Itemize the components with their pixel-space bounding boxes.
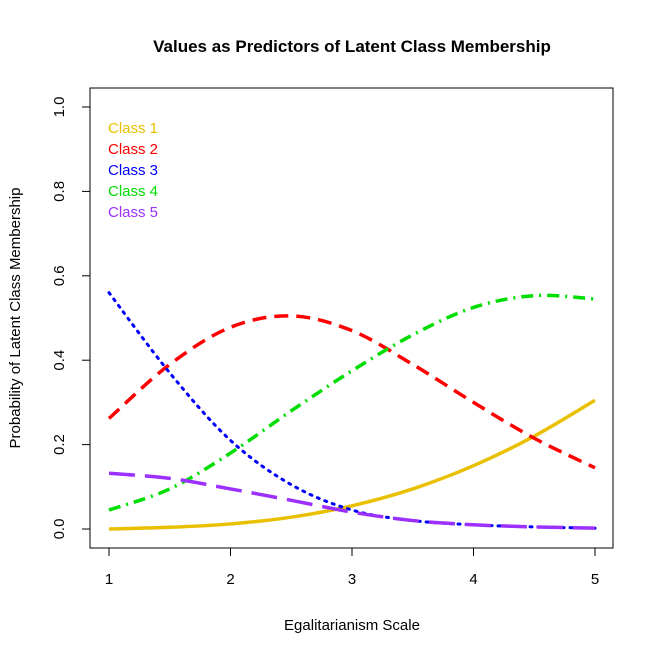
legend-entry-class-4: Class 4	[108, 183, 158, 200]
legend-entry-class-5: Class 5	[108, 204, 158, 221]
y-axis: 0.0 0.2 0.4 0.6 0.8 1.0	[51, 97, 91, 540]
x-tick-label: 1	[105, 571, 113, 588]
y-tick-label: 0.2	[51, 434, 68, 455]
series-line-class-2	[107, 314, 596, 470]
series-line-class-3	[107, 291, 597, 530]
series-line-class-5	[108, 471, 596, 530]
x-tick-label: 5	[591, 571, 599, 588]
y-tick-label: 0.4	[51, 350, 68, 371]
series-line-class-1	[108, 398, 596, 531]
chart-title: Values as Predictors of Latent Class Mem…	[153, 37, 551, 56]
y-tick-label: 0.6	[51, 265, 68, 286]
x-axis-label: Egalitarianism Scale	[284, 617, 420, 634]
y-tick-label: 0.0	[51, 519, 68, 540]
x-tick-label: 2	[226, 571, 234, 588]
series-line-class-4	[108, 293, 596, 512]
legend-entry-class-3: Class 3	[108, 162, 158, 179]
x-tick-label: 4	[469, 571, 477, 588]
x-axis: 1 2 3 4 5	[105, 547, 599, 588]
x-tick-label: 3	[348, 571, 356, 588]
legend: Class 1 Class 2 Class 3 Class 4 Class 5	[108, 120, 158, 221]
legend-entry-class-2: Class 2	[108, 141, 158, 158]
legend-entry-class-1: Class 1	[108, 120, 158, 137]
series-layer	[107, 291, 597, 531]
y-tick-label: 1.0	[51, 97, 68, 118]
y-tick-label: 0.8	[51, 181, 68, 202]
y-axis-label: Probability of Latent Class Membership	[7, 188, 24, 449]
